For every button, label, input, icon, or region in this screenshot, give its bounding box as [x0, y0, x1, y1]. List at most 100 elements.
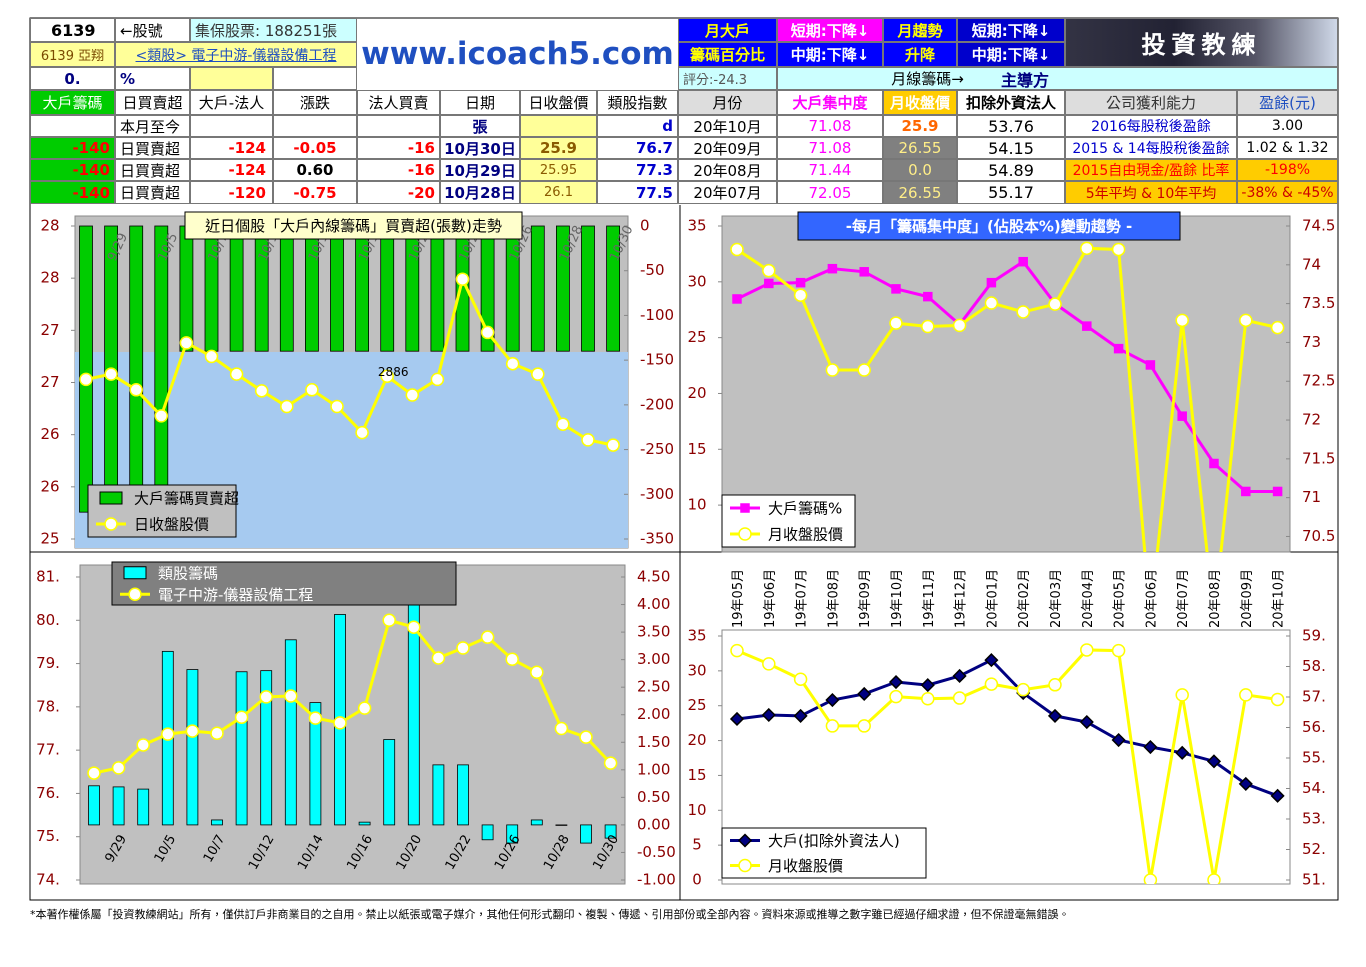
tick-label: 10: [687, 496, 706, 514]
x-tick-label: 20年02月: [1017, 569, 1032, 628]
point: [738, 858, 752, 873]
point: [1048, 678, 1062, 692]
cell: 日期: [440, 90, 520, 115]
cell: 25.9: [520, 137, 597, 159]
cell: 2015 & 14每股稅後盈餘: [1065, 137, 1237, 159]
point: [1270, 320, 1285, 335]
cell: 法人買賣: [357, 90, 440, 115]
bar: [506, 824, 519, 844]
point: [179, 336, 194, 350]
tick-label: 30: [687, 272, 706, 290]
bar: [606, 225, 620, 352]
cell: 0.: [30, 67, 115, 90]
point: [480, 630, 495, 644]
cell: 77.5: [597, 181, 678, 204]
legend-label: 電子中游-儀器設備工程: [158, 586, 313, 604]
point: [480, 325, 495, 340]
point: [1018, 256, 1028, 267]
tick-label: 4.50: [637, 568, 670, 586]
x-tick-label: 20年09月: [1240, 569, 1255, 628]
point: [1047, 708, 1063, 723]
tick-label: 0.50: [637, 788, 670, 806]
point: [1238, 776, 1253, 791]
point: [730, 242, 744, 257]
point: [234, 710, 249, 724]
cell: 26.55: [883, 137, 957, 159]
bar: [79, 225, 93, 513]
point: [984, 653, 999, 668]
tick-label: 78.: [36, 697, 60, 715]
x-tick-label: 20年05月: [1113, 569, 1128, 628]
cell: 20年07月: [678, 181, 777, 204]
tick-label: 52.: [1302, 840, 1326, 858]
point: [889, 689, 903, 704]
cell: -124: [190, 137, 273, 159]
point: [825, 692, 840, 708]
point: [1082, 321, 1092, 331]
tick-label: 58.: [1302, 657, 1326, 675]
x-tick-label: 19年09月: [858, 569, 873, 628]
annotation: 2886: [378, 365, 409, 379]
line: [736, 648, 1278, 881]
plot: [87, 604, 618, 844]
tick-label: -150: [640, 351, 674, 369]
tick-label: 71: [1302, 488, 1321, 506]
point: [1239, 688, 1253, 702]
cell: 76.7: [597, 137, 678, 159]
point: [793, 288, 808, 302]
tick-label: 26: [40, 477, 59, 495]
legend-box: [111, 561, 457, 606]
x-tick-label: 19年12月: [954, 569, 969, 628]
cell: 5年平均 & 10年平均: [1065, 181, 1237, 204]
point: [505, 652, 519, 666]
point: [1175, 745, 1190, 760]
point: [1080, 643, 1094, 657]
tick-label: 35: [687, 217, 706, 235]
point: [357, 701, 372, 715]
point: [793, 708, 808, 723]
point: [87, 766, 101, 780]
legend-swatch: [99, 491, 123, 505]
point: [531, 367, 545, 381]
tick-label: 15: [687, 766, 706, 784]
line: [93, 618, 612, 775]
point: [456, 641, 470, 655]
cell: <類股> 電子中游-儀器設備工程: [115, 42, 357, 67]
line: [736, 246, 1278, 552]
cell: 日買賣超: [115, 159, 190, 181]
tick-label: 51.: [1302, 871, 1326, 889]
cell: 本月至今: [115, 115, 190, 137]
cell: 53.76: [957, 115, 1065, 137]
tick-label: 25: [687, 696, 706, 714]
title-box: [797, 211, 1181, 241]
tick-label: 74.: [36, 871, 60, 889]
cell: [30, 115, 115, 137]
point: [984, 296, 999, 310]
legend-swatch: [123, 566, 147, 580]
x-tick-label: 19年10月: [890, 569, 905, 628]
point: [920, 678, 935, 693]
cell: -16: [357, 159, 440, 181]
point: [732, 294, 742, 304]
cell: 71.44: [777, 159, 883, 181]
point: [923, 291, 933, 302]
tick-label: 26: [40, 425, 59, 443]
point: [431, 651, 446, 665]
point: [603, 756, 618, 770]
point: [1206, 754, 1222, 769]
tick-label: 20: [687, 731, 706, 749]
cell: 投資教練: [1065, 18, 1338, 67]
point: [857, 686, 872, 702]
cell: 月趨勢: [883, 18, 957, 42]
point: [104, 517, 118, 531]
point: [455, 272, 470, 286]
cell: -140: [30, 137, 115, 159]
bar: [309, 702, 322, 826]
cell: -120: [190, 181, 273, 204]
cell: 26.55: [883, 181, 957, 204]
point: [1270, 692, 1285, 707]
point: [259, 690, 273, 704]
cell: 77.3: [597, 159, 678, 181]
point: [185, 724, 200, 738]
cell: 月收盤價: [883, 90, 957, 115]
